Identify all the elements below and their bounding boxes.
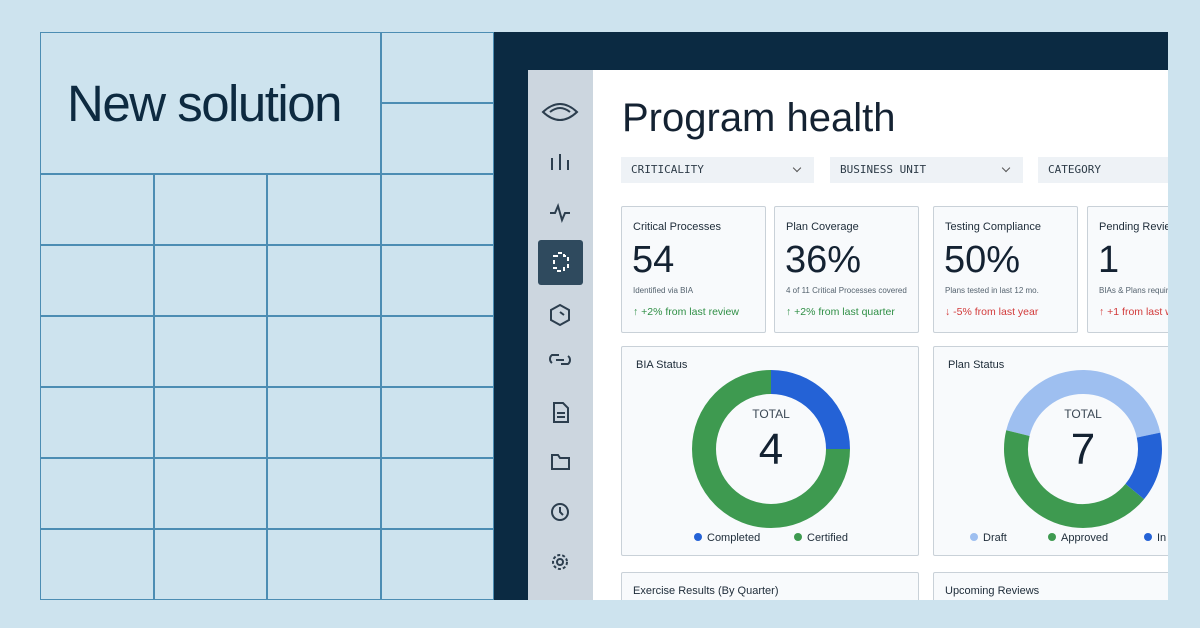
icon	[553, 252, 569, 272]
kpi-card: Critical Processes 54 Identified via BIA ↑ …	[621, 206, 766, 333]
kpi-card: Pending Review 1 BIAs & Plans requir ↑ +1 f…	[1087, 206, 1168, 333]
kpi-change: ↓ -5% from last year	[945, 306, 1039, 318]
main: Program health CRITICALITY BUSINESS UNIT…	[593, 70, 1168, 600]
donut: TOTAL 4 Completed Certified	[692, 370, 850, 544]
kpi-value: 50%	[944, 239, 1021, 281]
kpi-subtitle: 4 of 11 Critical Processes covered	[786, 286, 907, 295]
kpi-title: Testing Compliance	[945, 221, 1041, 233]
donut-segment	[692, 370, 850, 528]
grid-line	[266, 173, 268, 600]
donut-segment	[1006, 370, 1161, 438]
donut: TOTAL 7 Draft Approved In	[970, 370, 1166, 544]
legend-dot	[794, 533, 802, 541]
legend-dot	[970, 533, 978, 541]
donut-card: Plan Status TOTAL 7 Draft Approved In	[933, 346, 1168, 556]
donut-segment	[770, 370, 850, 450]
icon	[549, 354, 571, 365]
icon	[551, 454, 570, 470]
icon	[553, 402, 569, 423]
kpi-title: Plan Coverage	[786, 221, 859, 233]
icon	[556, 558, 564, 566]
kpi-value: 54	[632, 239, 675, 281]
legend-label: Completed	[707, 532, 760, 544]
card: Upcoming Reviews	[933, 572, 1168, 600]
legend-label: Approved	[1061, 532, 1108, 544]
legend-label: Certified	[807, 532, 848, 544]
kpi-value: 1	[1098, 239, 1120, 281]
donut-segment	[1125, 432, 1162, 500]
kpi-subtitle: Plans tested in last 12 mo.	[945, 286, 1039, 295]
sidebar-icons	[538, 103, 583, 570]
icon	[551, 154, 569, 170]
card-title: Upcoming Reviews	[945, 585, 1040, 597]
kpi-value: 36%	[785, 239, 862, 281]
kpi-change: ↑ +1 from last w	[1099, 306, 1168, 318]
donut-segment	[1004, 430, 1145, 528]
card: Exercise Results (By Quarter)	[621, 572, 919, 600]
kpi-title: Critical Processes	[633, 221, 722, 233]
filter[interactable]: CATEGORY	[1038, 157, 1168, 183]
total-label: TOTAL	[1064, 407, 1102, 421]
kpi-card: Plan Coverage 36% 4 of 11 Critical Process…	[774, 206, 919, 333]
kpi-title: Pending Review	[1099, 221, 1168, 233]
grid-line	[380, 32, 382, 600]
kpi-subtitle: Identified via BIA	[633, 286, 694, 295]
logo	[541, 103, 579, 121]
card-title: Plan Status	[948, 359, 1005, 371]
icon	[551, 503, 569, 521]
grid-line	[381, 102, 494, 104]
total-label: TOTAL	[752, 407, 790, 421]
legend-dot	[694, 533, 702, 541]
filter[interactable]: CRITICALITY	[621, 157, 814, 183]
kpi-change: ↑ +2% from last quarter	[786, 306, 895, 318]
kpi-card: Testing Compliance 50% Plans tested in las…	[933, 206, 1078, 333]
grid-line	[153, 173, 155, 600]
card-title: Exercise Results (By Quarter)	[633, 585, 779, 597]
icon	[550, 203, 570, 223]
legend-label: Draft	[983, 532, 1007, 544]
total-value: 4	[759, 425, 783, 474]
card-title: BIA Status	[636, 359, 688, 371]
legend-dot	[1144, 533, 1152, 541]
legend-dot	[1048, 533, 1056, 541]
kpi-subtitle: BIAs & Plans requir	[1099, 286, 1168, 295]
legend-label: In	[1157, 532, 1166, 544]
filter[interactable]: BUSINESS UNIT	[830, 157, 1023, 183]
kpi-change: ↑ +2% from last review	[633, 306, 739, 318]
total-value: 7	[1071, 425, 1095, 474]
banner-title: New solution	[67, 75, 342, 132]
active-icon	[538, 240, 583, 285]
donut-card: BIA Status TOTAL 4 Completed Certified	[621, 346, 919, 556]
page-title: Program health	[622, 96, 896, 140]
icon	[550, 303, 570, 327]
